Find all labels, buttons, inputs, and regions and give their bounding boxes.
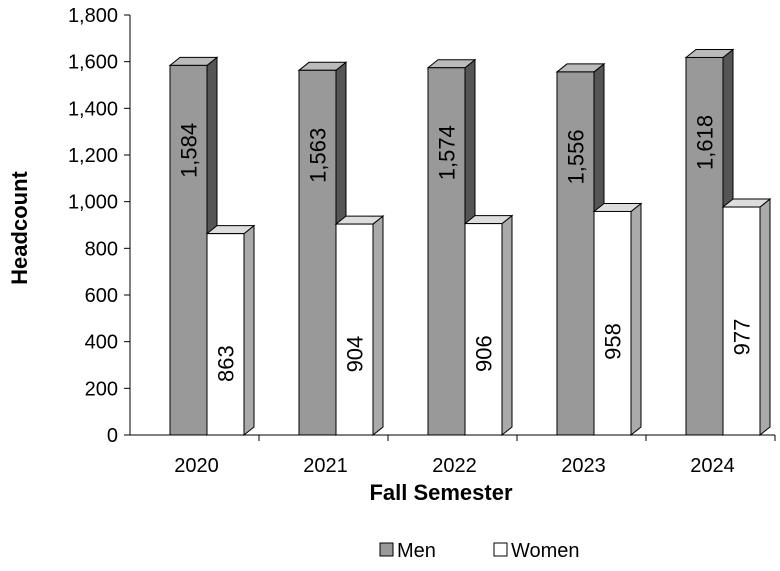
legend-label: Men <box>397 540 436 562</box>
x-tick-label: 2020 <box>174 455 219 477</box>
women-value-label: 977 <box>729 319 754 356</box>
legend-item-women: Women <box>493 540 580 562</box>
women-bar <box>463 214 514 437</box>
women-value-label: 958 <box>600 323 625 360</box>
women-bar-front <box>593 210 632 436</box>
bars <box>168 48 772 437</box>
women-bar-side <box>372 215 384 437</box>
women-value-label: 904 <box>342 336 367 373</box>
legend-item-men: Men <box>379 540 436 562</box>
x-tick-label: 2023 <box>561 455 606 477</box>
men-bar-front <box>298 69 337 436</box>
y-axis-title: Headcount <box>7 170 32 284</box>
women-value-label: 906 <box>471 335 496 372</box>
legend-swatch <box>493 542 508 557</box>
x-tick-label: 2024 <box>690 455 735 477</box>
women-bar-side <box>630 202 642 437</box>
x-axis-title: Fall Semester <box>369 480 513 505</box>
men-value-label: 1,618 <box>692 115 717 170</box>
y-tick-label: 1,600 <box>68 52 118 74</box>
y-tick-label: 600 <box>85 285 118 307</box>
y-tick-label: 0 <box>107 425 118 447</box>
y-tick-label: 1,000 <box>68 192 118 214</box>
men-value-label: 1,574 <box>434 125 459 180</box>
y-tick-label: 400 <box>85 332 118 354</box>
y-tick-label: 1,800 <box>68 5 118 27</box>
men-bar-front <box>556 71 595 436</box>
legend-label: Women <box>511 540 580 562</box>
y-tick-label: 1,200 <box>68 145 118 167</box>
y-tick-label: 1,400 <box>68 98 118 120</box>
x-tick-label: 2021 <box>303 455 348 477</box>
x-tick-label: 2022 <box>432 455 477 477</box>
men-value-label: 1,584 <box>176 123 201 178</box>
women-bar <box>205 224 256 437</box>
men-value-label: 1,556 <box>563 129 588 184</box>
women-bar-front <box>335 223 374 436</box>
women-bar-front <box>206 233 245 436</box>
women-bar-side <box>759 197 771 437</box>
men-bar-front <box>427 67 466 436</box>
men-bar-front <box>685 56 724 436</box>
data-labels: 1,584 863 1,563 904 1,574 906 1,556 958 1,618 977 <box>176 115 754 382</box>
y-tick-label: 200 <box>85 378 118 400</box>
women-bar-front <box>464 223 503 436</box>
women-bar <box>334 215 385 437</box>
legend: Men Women <box>379 540 580 562</box>
women-bar-side <box>243 224 255 437</box>
women-value-label: 863 <box>213 345 238 382</box>
legend-swatch <box>379 542 394 557</box>
women-bar <box>721 197 772 437</box>
women-bar-side <box>501 214 513 437</box>
men-bar <box>297 61 348 437</box>
men-value-label: 1,563 <box>305 128 330 183</box>
y-tick-label: 800 <box>85 238 118 260</box>
axes: 0 200 400 600 800 1,000 1,200 1,400 1,600 1,800 20… <box>68 5 776 477</box>
women-bar-front <box>722 206 761 436</box>
men-bar-front <box>169 64 208 436</box>
women-bar <box>592 202 643 437</box>
